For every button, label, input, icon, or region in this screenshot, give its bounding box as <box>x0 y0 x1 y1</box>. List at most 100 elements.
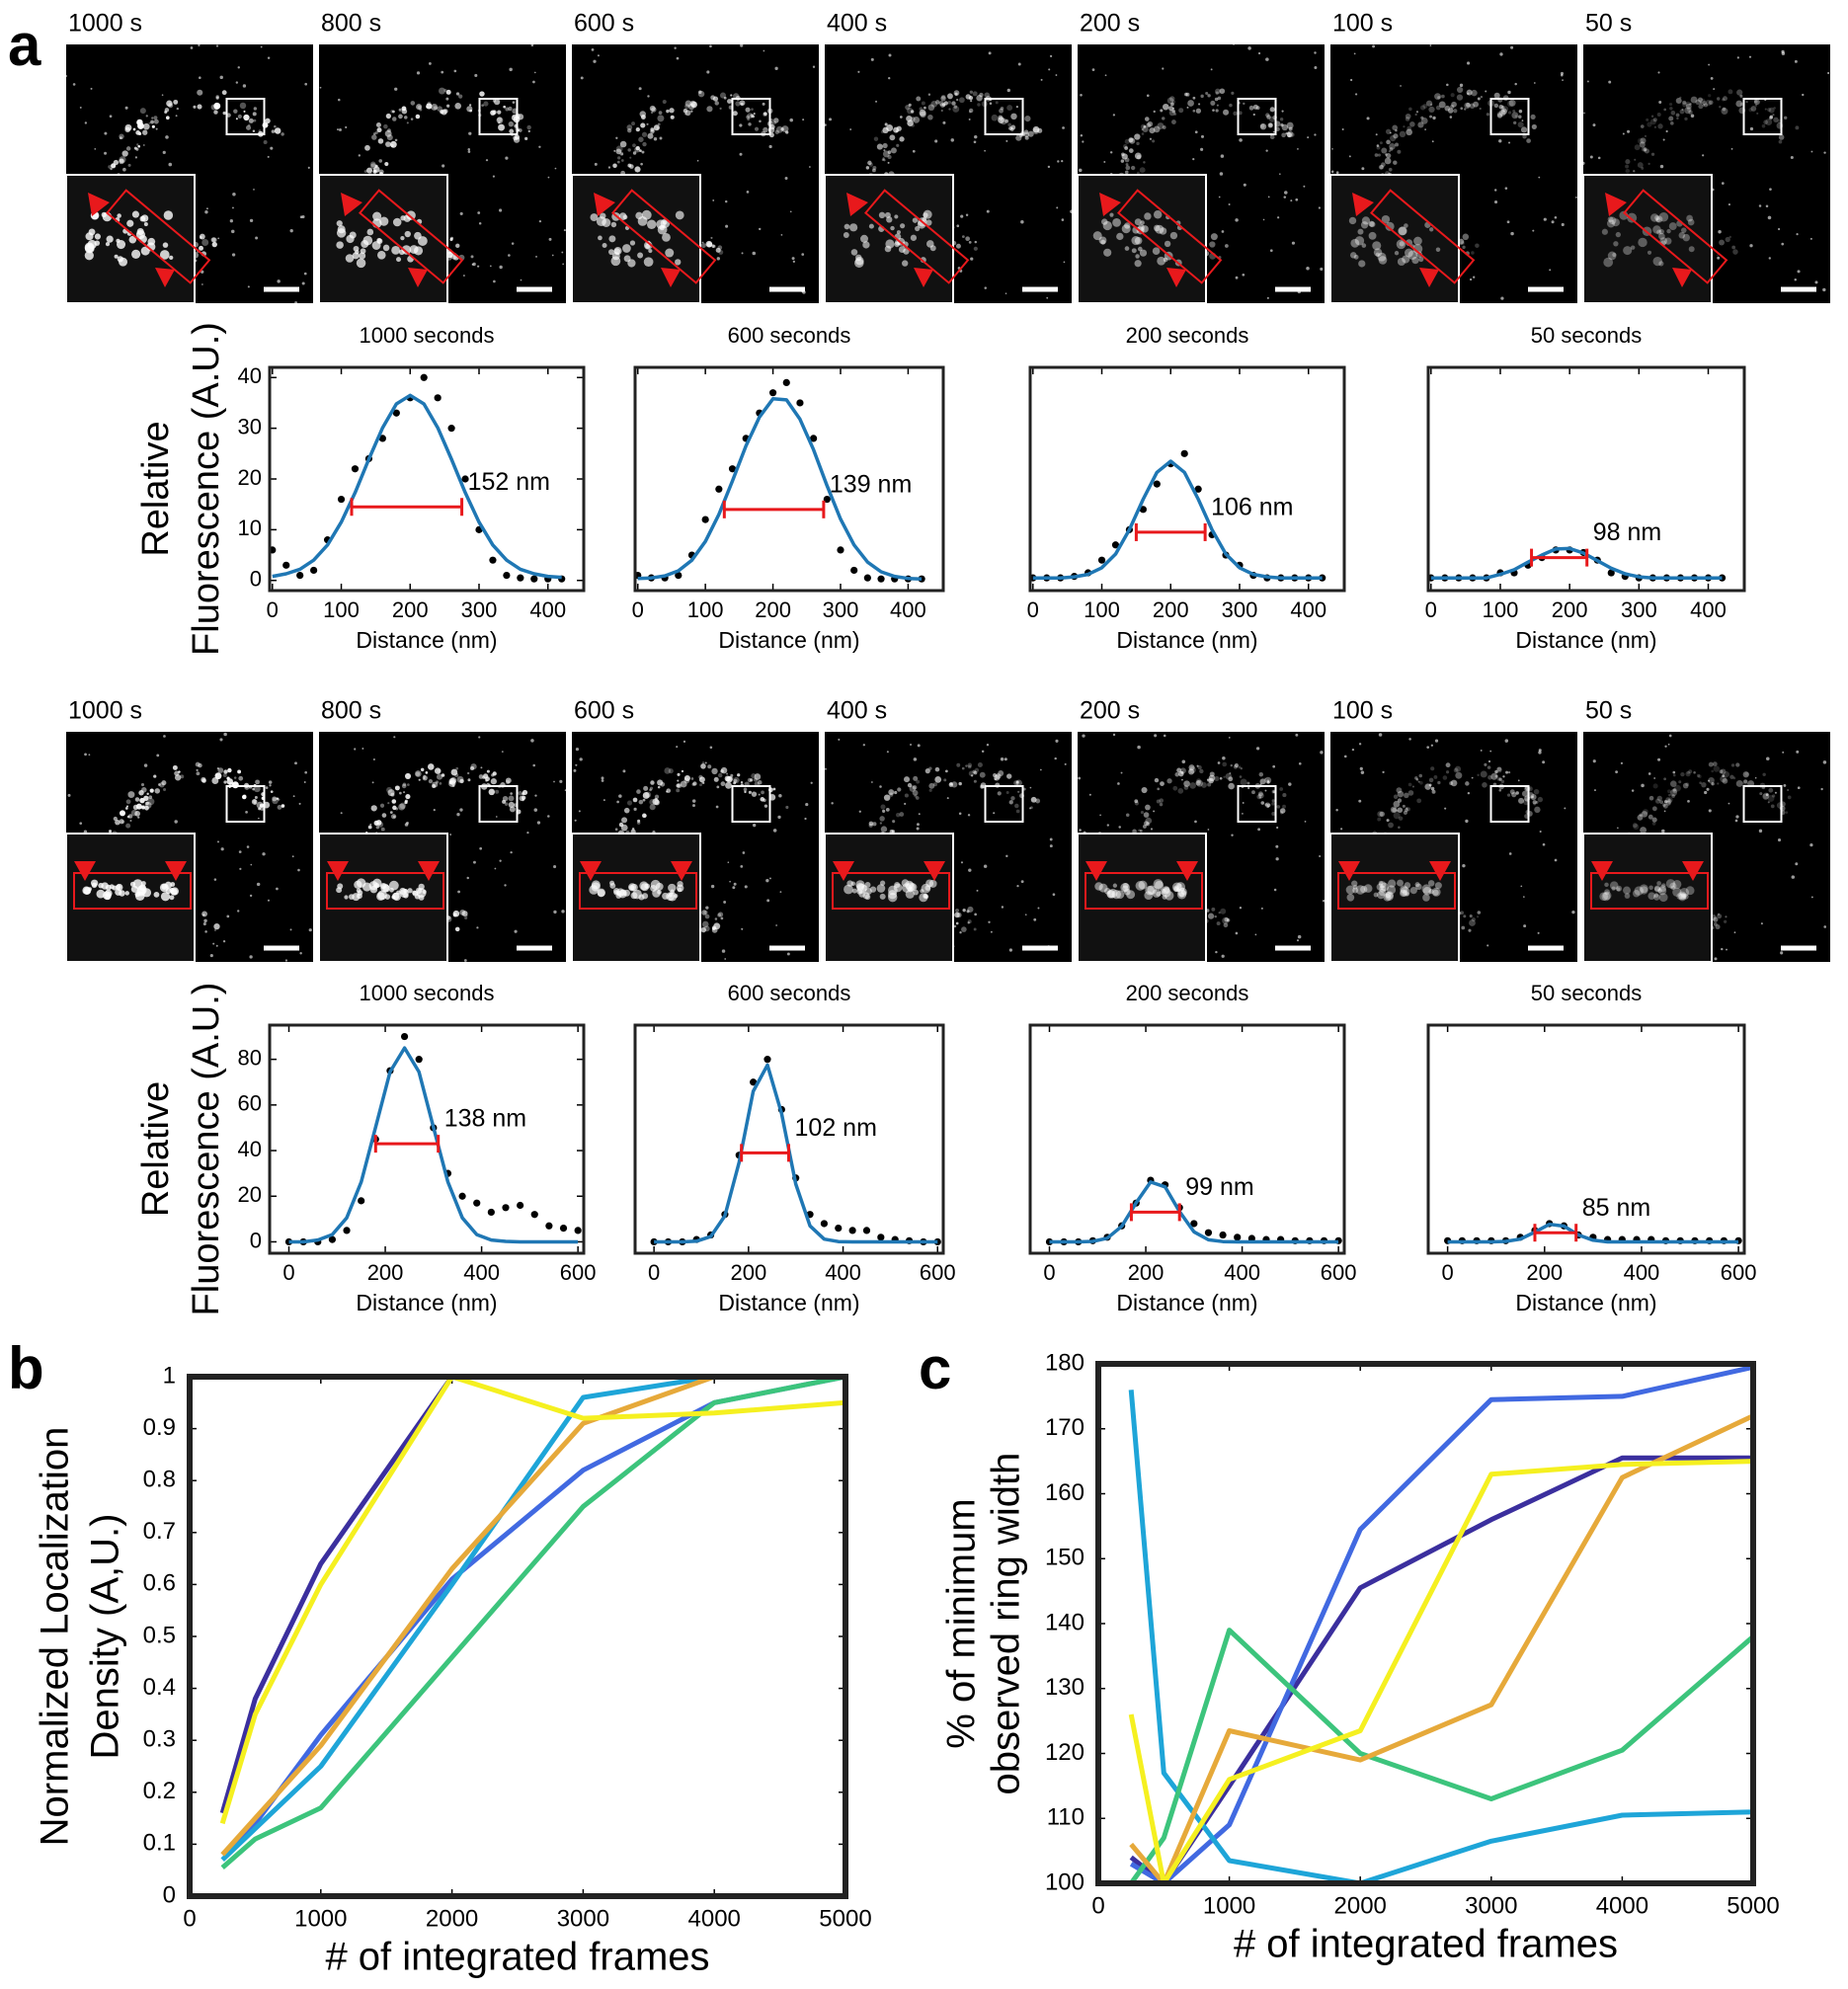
speck <box>635 145 640 151</box>
speck <box>1225 244 1229 248</box>
speck <box>929 245 936 252</box>
speck <box>717 913 722 917</box>
speck <box>237 114 242 119</box>
speck <box>1417 780 1420 783</box>
speck <box>600 212 606 219</box>
speck <box>84 753 87 756</box>
speck <box>1627 129 1631 133</box>
speck <box>1668 102 1673 107</box>
speck <box>737 773 741 777</box>
speck <box>1386 819 1390 823</box>
speck <box>213 922 220 930</box>
speck <box>1649 119 1656 125</box>
speck <box>1717 914 1723 919</box>
speck <box>786 952 790 956</box>
speck <box>1001 906 1004 909</box>
speck <box>1169 231 1178 240</box>
speck <box>254 796 258 799</box>
micrograph <box>1581 44 1830 304</box>
speck <box>514 929 518 933</box>
speck <box>1420 118 1428 124</box>
data-point <box>728 465 737 473</box>
speck <box>1377 811 1384 818</box>
speck <box>1754 776 1757 779</box>
micrograph <box>1582 732 1830 963</box>
data-point <box>487 1208 495 1217</box>
speck <box>1496 776 1501 781</box>
speck <box>1159 798 1165 803</box>
speck <box>1117 782 1120 785</box>
speck <box>1729 774 1734 779</box>
speck <box>1471 776 1474 779</box>
x-tick-label: 400 <box>1690 597 1727 622</box>
speck <box>1533 802 1537 806</box>
speck <box>1349 252 1357 259</box>
speck <box>518 128 522 132</box>
speck <box>165 135 169 139</box>
speck <box>356 258 366 269</box>
speck <box>904 776 911 783</box>
speck <box>298 802 301 805</box>
speck <box>1631 789 1635 792</box>
speck <box>626 800 633 806</box>
speck <box>1049 837 1053 841</box>
speck <box>965 764 968 767</box>
speck <box>1177 887 1187 898</box>
speck <box>1454 765 1462 772</box>
y-tick-label: 0.9 <box>143 1414 176 1441</box>
speck <box>1185 92 1190 97</box>
speck <box>1396 787 1403 794</box>
speck <box>662 232 671 242</box>
speck <box>1611 886 1616 891</box>
speck <box>1532 229 1535 232</box>
speck <box>1296 939 1300 942</box>
speck <box>1121 152 1125 157</box>
speck <box>1243 102 1245 106</box>
speck <box>1561 73 1564 77</box>
speck <box>677 779 680 782</box>
speck <box>1216 104 1219 107</box>
arrowhead <box>580 861 692 881</box>
speck <box>1349 78 1353 82</box>
speck <box>1820 787 1823 791</box>
speck <box>1444 105 1451 112</box>
speck <box>1653 777 1656 779</box>
speck <box>1796 233 1799 236</box>
speck <box>554 167 557 170</box>
speck <box>616 800 619 804</box>
speck <box>1141 225 1149 233</box>
speck <box>858 810 861 813</box>
speck <box>371 134 377 140</box>
speck <box>900 116 903 119</box>
speck <box>968 868 972 872</box>
speck <box>733 776 740 784</box>
speck <box>617 889 627 899</box>
speck <box>1499 52 1503 56</box>
speck <box>991 114 999 121</box>
speck <box>1518 115 1522 119</box>
speck <box>526 124 531 130</box>
speck <box>1500 108 1507 115</box>
speck <box>1754 104 1758 107</box>
speck <box>504 802 509 806</box>
speck <box>902 883 912 893</box>
speck <box>336 241 344 249</box>
speck <box>680 780 687 788</box>
speck <box>498 123 506 131</box>
speck <box>910 110 915 114</box>
speck <box>336 220 343 227</box>
speck <box>1668 116 1674 121</box>
speck <box>924 885 931 891</box>
speck <box>1450 779 1458 787</box>
speck <box>508 106 513 112</box>
speck <box>1711 769 1715 773</box>
speck <box>733 93 740 100</box>
speck <box>420 767 425 772</box>
speck <box>1663 800 1668 804</box>
speck <box>590 213 599 222</box>
speck <box>983 864 988 868</box>
speck <box>1506 793 1511 797</box>
speck <box>1668 222 1677 230</box>
speck <box>1749 244 1753 248</box>
